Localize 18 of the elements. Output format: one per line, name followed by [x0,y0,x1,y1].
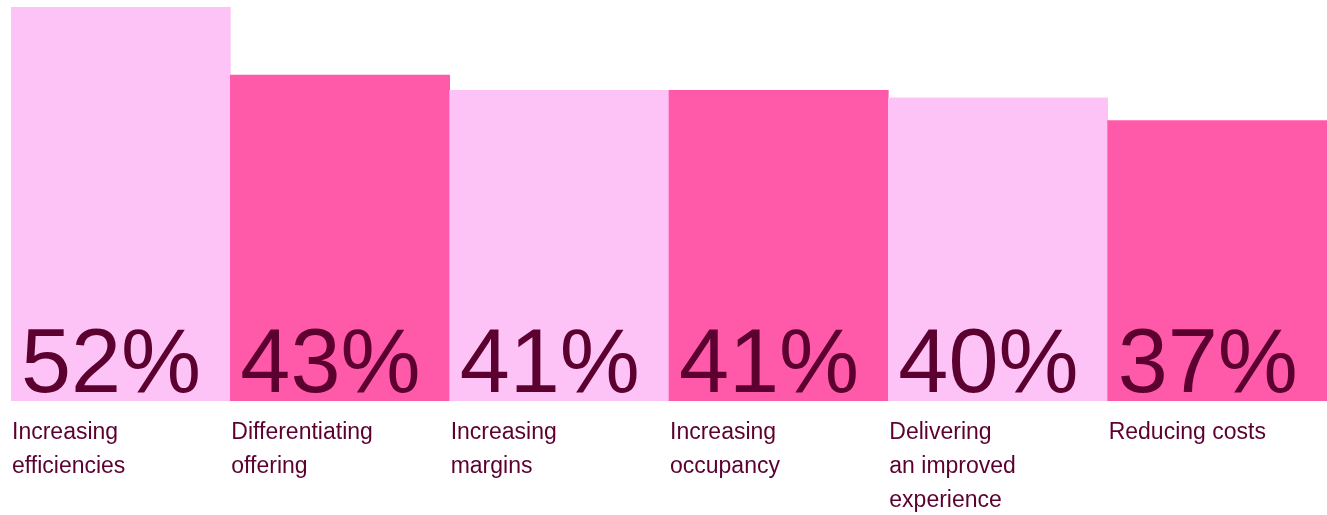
x-tick-label: Increasing margins [450,417,557,478]
data-label: 43% [240,311,421,411]
bar [230,74,450,401]
data-label: 40% [898,311,1079,411]
data-label: 37% [1117,311,1298,411]
x-tick-label: Increasing occupancy [670,417,781,478]
bar [449,90,670,401]
bar [668,90,889,401]
bar [1107,120,1327,401]
x-tick-label: Reducing costs [1108,417,1266,444]
x-tick-label: Increasing efficiencies [12,417,126,478]
x-tick-label: Differentiating offering [231,417,373,478]
x-tick-label: Delivering an improved experience [889,417,1016,512]
data-label: 41% [459,311,640,411]
data-label: 41% [679,311,860,411]
bar [888,97,1108,401]
data-label: 52% [21,311,202,411]
bar [11,7,231,401]
